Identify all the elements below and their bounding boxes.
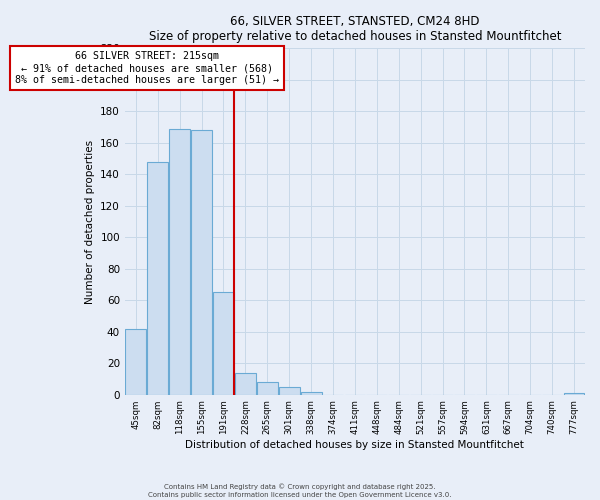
Bar bbox=[563, 393, 584, 394]
Y-axis label: Number of detached properties: Number of detached properties bbox=[85, 140, 95, 304]
Bar bbox=[213, 292, 234, 394]
Bar bbox=[191, 130, 212, 394]
X-axis label: Distribution of detached houses by size in Stansted Mountfitchet: Distribution of detached houses by size … bbox=[185, 440, 524, 450]
Bar bbox=[301, 392, 322, 394]
Bar bbox=[169, 128, 190, 394]
Bar bbox=[235, 372, 256, 394]
Title: 66, SILVER STREET, STANSTED, CM24 8HD
Size of property relative to detached hous: 66, SILVER STREET, STANSTED, CM24 8HD Si… bbox=[149, 15, 561, 43]
Text: 66 SILVER STREET: 215sqm
← 91% of detached houses are smaller (568)
8% of semi-d: 66 SILVER STREET: 215sqm ← 91% of detach… bbox=[15, 52, 279, 84]
Bar bbox=[148, 162, 168, 394]
Text: Contains HM Land Registry data © Crown copyright and database right 2025.
Contai: Contains HM Land Registry data © Crown c… bbox=[148, 484, 452, 498]
Bar bbox=[257, 382, 278, 394]
Bar bbox=[125, 328, 146, 394]
Bar bbox=[279, 387, 299, 394]
